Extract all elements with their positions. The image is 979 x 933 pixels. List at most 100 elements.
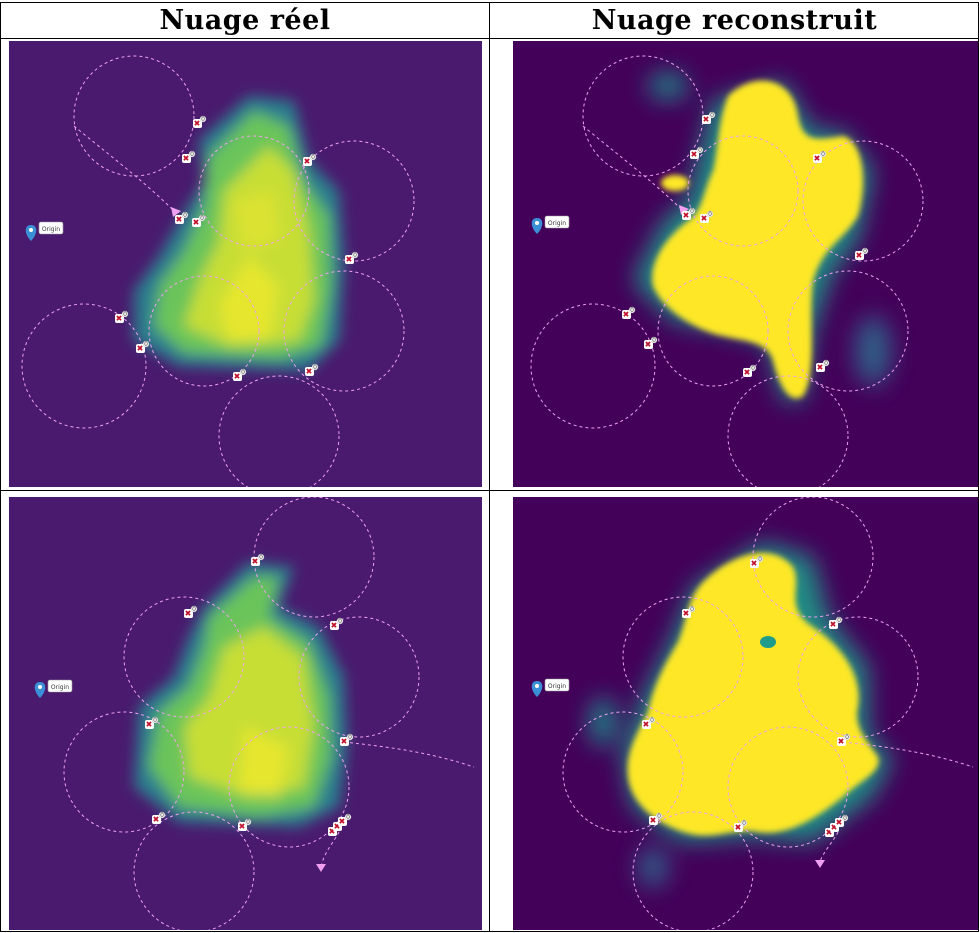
svg-text:✖: ✖ [826,828,833,837]
svg-text:0: 0 [710,112,714,119]
svg-text:✖: ✖ [193,218,200,227]
svg-text:✖: ✖ [334,822,341,831]
column-title-reconstructed: Nuage reconstruit [591,5,878,36]
trajectory-paths [63,497,475,930]
svg-text:✖: ✖ [176,215,183,224]
trajectory-paths [562,497,974,930]
svg-text:0: 0 [123,311,127,318]
svg-text:✖: ✖ [645,340,652,349]
svg-text:0: 0 [183,212,187,219]
svg-text:✖: ✖ [346,255,353,264]
svg-text:0: 0 [246,819,250,826]
bottom-rule [0,931,979,932]
cloud-hole [760,636,776,648]
svg-text:✖: ✖ [252,557,259,566]
map-pin-icon [25,225,37,241]
svg-text:✖: ✖ [137,344,144,353]
svg-text:0: 0 [192,606,196,613]
row-divider [0,490,979,491]
svg-text:✖: ✖ [701,214,708,223]
svg-text:✖: ✖ [744,368,751,377]
svg-text:✖: ✖ [153,815,160,824]
cloud-map-recon-bottom: Origin ✖0 ✖0 ✖0 ✖0 ✖0 ✖0 ✖0 ✖0 ✖ ✖0 [513,497,978,930]
svg-text:0: 0 [837,617,841,624]
svg-text:0: 0 [690,208,694,215]
svg-text:0: 0 [843,815,847,822]
svg-text:0: 0 [259,554,263,561]
svg-text:0: 0 [346,814,350,821]
map-pin-icon [531,218,543,234]
svg-text:✖: ✖ [234,372,241,381]
svg-text:0: 0 [348,734,352,741]
svg-text:✖: ✖ [304,157,311,166]
svg-text:0: 0 [657,813,661,820]
origin-label: Origin [548,220,566,227]
svg-text:0: 0 [353,252,357,259]
svg-text:✖: ✖ [683,211,690,220]
svg-text:0: 0 [690,606,694,613]
column-title-real: Nuage réel [159,5,331,36]
svg-text:✖: ✖ [239,822,246,831]
panel-real-bottom: Origin ✖0 ✖0 ✖0 ✖0 ✖0 ✖0 ✖0 ✖0 ✖ ✖0 [9,497,482,930]
svg-text:✖: ✖ [116,314,123,323]
svg-text:0: 0 [338,618,342,625]
origin-label: Origin [42,226,60,233]
svg-text:✖: ✖ [643,720,650,729]
svg-text:✖: ✖ [814,154,821,163]
origin-marker: Origin [531,678,570,697]
arrow-icon [815,860,825,868]
svg-text:✖: ✖ [329,827,336,836]
svg-text:✖: ✖ [831,823,838,832]
origin-marker: Origin [34,679,73,698]
drone-markers: ✖ 0 ✖ 0 ✖ 0 ✖ 0 ✖ 0 ✖ 0 ✖ 0 ✖ 0 ✖ 0 ✖ 0 [622,111,869,377]
svg-text:✖: ✖ [623,310,630,319]
svg-text:0: 0 [698,147,702,154]
origin-marker: Origin [531,215,570,234]
svg-text:✖: ✖ [838,737,845,746]
svg-text:0: 0 [650,717,654,724]
svg-text:✖: ✖ [339,817,346,826]
svg-text:✖: ✖ [735,823,742,832]
origin-marker: Origin [25,221,64,241]
svg-text:0: 0 [190,151,194,158]
arrow-icon [679,205,689,215]
svg-text:0: 0 [758,556,762,563]
panel-recon-bottom: Origin ✖0 ✖0 ✖0 ✖0 ✖0 ✖0 ✖0 ✖0 ✖ ✖0 [513,497,978,930]
svg-text:0: 0 [201,116,205,123]
svg-text:0: 0 [652,337,656,344]
svg-text:✖: ✖ [691,150,698,159]
svg-text:0: 0 [630,307,634,314]
svg-text:✖: ✖ [751,559,758,568]
svg-text:0: 0 [160,812,164,819]
svg-text:0: 0 [153,717,157,724]
svg-text:0: 0 [708,211,712,218]
svg-text:✖: ✖ [183,154,190,163]
drone-markers: ✖0 ✖0 ✖0 ✖0 ✖0 ✖0 ✖0 ✖0 ✖ ✖0 [145,553,354,836]
svg-text:0: 0 [200,215,204,222]
svg-text:✖: ✖ [194,119,201,128]
svg-text:✖: ✖ [817,363,824,372]
svg-text:✖: ✖ [306,367,313,376]
left-border [0,2,1,931]
svg-text:0: 0 [742,820,746,827]
svg-text:0: 0 [241,369,245,376]
svg-text:✖: ✖ [683,609,690,618]
svg-text:✖: ✖ [830,620,837,629]
cloud-core-recon-bottom [627,552,879,836]
origin-label: Origin [548,683,566,690]
svg-text:0: 0 [144,341,148,348]
cloud-real-bottom [134,562,347,827]
svg-text:✖: ✖ [836,818,843,827]
drone-markers: ✖ 0 ✖ 0 ✖ 0 ✖ 0 ✖ 0 ✖ 0 ✖ 0 ✖ 0 ✖ 0 ✖ 0 [115,115,359,381]
svg-text:✖: ✖ [185,609,192,618]
svg-text:✖: ✖ [331,621,338,630]
cloud-map-real-bottom: Origin ✖0 ✖0 ✖0 ✖0 ✖0 ✖0 ✖0 ✖0 ✖ ✖0 [9,497,482,930]
map-pin-icon [34,682,46,698]
svg-text:0: 0 [821,151,825,158]
svg-text:✖: ✖ [856,251,863,260]
svg-text:0: 0 [311,154,315,161]
svg-text:✖: ✖ [703,115,710,124]
svg-text:✖: ✖ [146,720,153,729]
svg-text:0: 0 [751,365,755,372]
